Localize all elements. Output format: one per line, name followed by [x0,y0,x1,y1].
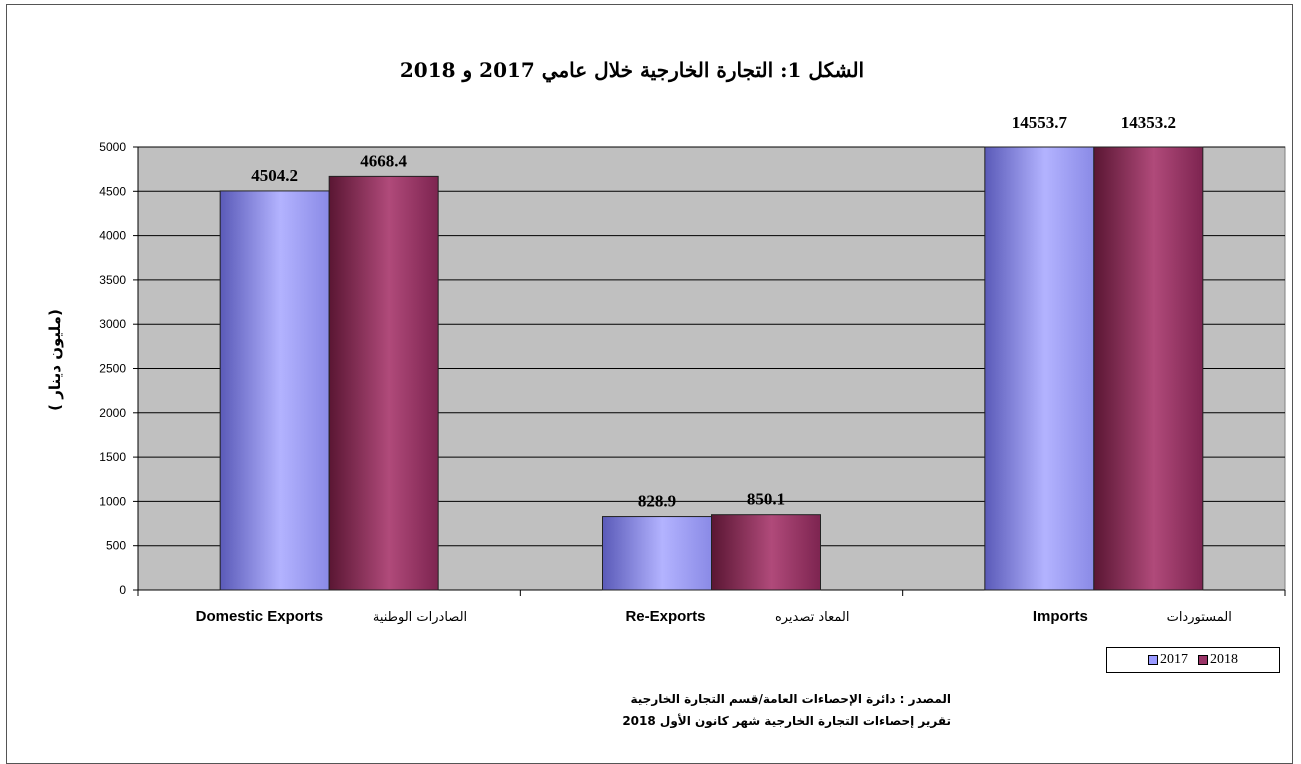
data-label-2018: 4668.4 [360,151,407,170]
bar-2018 [328,175,439,591]
y-tick-label: 4000 [99,229,126,243]
x-category-label-en: Re-Exports [625,608,705,625]
source-note: المصدر : دائرة الإحصاءات العامة/قسم التج… [622,688,951,732]
data-label-2018: 14353.2 [1121,113,1176,132]
y-tick-label: 0 [119,583,126,597]
x-category-label-ar: المستوردات [1167,610,1232,625]
y-tick-label: 1500 [99,450,126,464]
bar-2017 [219,190,330,591]
source-line-2: تقرير إحصاءات التجارة الخارجية شهر كانون… [622,714,951,728]
legend-item-2017: 2017 [1148,652,1188,668]
bar-2017 [602,516,712,591]
legend-swatch-2018 [1198,655,1208,665]
source-line-1: المصدر : دائرة الإحصاءات العامة/قسم التج… [630,692,952,706]
y-tick-label: 1000 [99,494,126,508]
data-label-2017: 4504.2 [251,166,298,185]
bar-2018 [1093,146,1204,591]
y-tick-label: 3500 [99,273,126,287]
chart-title: الشكل 1: التجارة الخارجية خلال عامي 2017… [399,58,865,82]
y-tick-label: 3000 [99,317,126,331]
y-tick-label: 500 [106,539,126,553]
legend-item-2018: 2018 [1198,652,1238,668]
bar-2017 [984,146,1095,591]
y-tick-label: 2500 [99,362,126,376]
data-label-2018: 850.1 [747,490,785,509]
y-tick-label: 2000 [99,406,126,420]
bar-2018 [711,514,821,591]
x-category-label-ar: المعاد تصديره [775,610,850,625]
legend: 2017 2018 [1106,647,1280,673]
legend-label-2017: 2017 [1160,652,1188,667]
y-tick-label: 4500 [99,184,126,198]
x-category-label-en: Domestic Exports [196,608,324,625]
y-tick-label: 5000 [99,140,126,154]
data-label-2017: 14553.7 [1012,113,1068,132]
data-label-2017: 828.9 [638,492,676,511]
legend-label-2018: 2018 [1210,652,1238,667]
x-category-label-en: Imports [1033,608,1088,625]
legend-swatch-2017 [1148,655,1158,665]
x-category-label-ar: الصادرات الوطنية [373,610,467,625]
